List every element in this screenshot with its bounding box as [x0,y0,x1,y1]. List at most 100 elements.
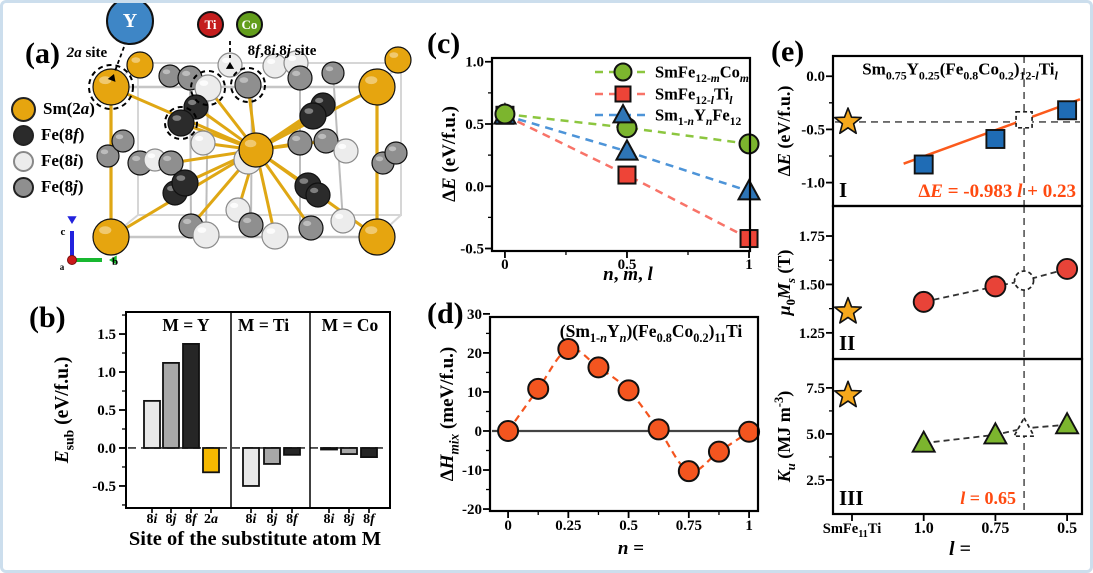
svg-text:ΔE (eV/f.u.): ΔE (eV/f.u.) [439,106,460,202]
svg-text:5.0: 5.0 [806,427,825,443]
svg-text:-0.5: -0.5 [801,122,825,138]
svg-text:1.75: 1.75 [799,229,825,245]
cobalt-balloon: Co [236,11,263,38]
svg-text:8f,8i,8j site: 8f,8i,8j site [248,43,317,59]
svg-text:Sm1-nYnFe12: Sm1-nYnFe12 [655,106,741,129]
legend-row-fe8j: Fe(8j) [11,174,95,200]
svg-text:1.0: 1.0 [465,55,484,71]
svg-text:0: 0 [504,518,512,534]
panel-c-label: (c) [427,27,461,60]
svg-text:0.75: 0.75 [981,520,1009,537]
svg-text:ΔE = -0.983 l + 0.23: ΔE = -0.983 l + 0.23 [918,181,1076,202]
panel-a-label: (a) [25,37,60,70]
svg-text:30: 30 [467,307,482,323]
svg-text:2.5: 2.5 [806,473,825,489]
svg-text:Ku (MJ m-3): Ku (MJ m-3) [772,391,798,484]
fe8f-atom-icon [13,124,34,146]
svg-text:0.25: 0.25 [555,518,581,534]
svg-text:20: 20 [467,346,482,362]
svg-text:ΔHmix (meV/f.u.): ΔHmix (meV/f.u.) [437,347,461,481]
svg-text:-20: -20 [462,502,482,518]
svg-text:8i: 8i [147,512,158,527]
svg-text:l = 0.65: l = 0.65 [960,488,1016,508]
svg-text:II: II [839,331,855,355]
panel-e-chart: 0.0 -0.5 -1.0 I ΔE (eV/f.u.) 1.75 1.50 1.25 II μ0… [772,54,1084,560]
legend-label-fe8j: Fe(8j) [41,177,84,196]
svg-text:c: c [61,226,66,238]
svg-text:8j: 8j [166,512,177,527]
svg-text:M = Ti: M = Ti [238,315,289,335]
svg-text:-0.5: -0.5 [92,479,116,495]
svg-text:ΔE (eV/f.u.): ΔE (eV/f.u.) [774,86,795,177]
svg-text:8f: 8f [286,512,299,527]
svg-text:a: a [60,262,65,272]
svg-text:8j: 8j [344,512,355,527]
panel-d-label: (d) [427,297,464,330]
svg-text:n =: n = [618,538,644,559]
panel-e-label: (e) [771,35,805,68]
panel-d-chart: -20 -10 0 10 20 30 0 0.25 0.5 0.75 1 (Sm1-nYn)(Fe0.… [437,307,761,559]
svg-text:1.0: 1.0 [914,520,934,537]
svg-text:-0.5: -0.5 [460,242,484,258]
svg-text:Site of the substitute atom M: Site of the substitute atom M [129,528,381,550]
svg-text:2a site: 2a site [66,45,108,61]
svg-text:Esub (eV/f.u.): Esub (eV/f.u.) [52,357,77,465]
svg-text:l =: l = [949,538,971,560]
panel-b-label: (b) [29,301,66,334]
svg-text:0.0: 0.0 [806,69,825,85]
svg-text:M = Co: M = Co [322,315,379,335]
svg-text:0: 0 [475,424,483,440]
fe8i-atom-icon [13,150,34,172]
svg-text:0.5: 0.5 [619,518,638,534]
svg-text:b: b [112,256,118,268]
svg-text:1.5: 1.5 [97,327,116,343]
svg-text:-10: -10 [462,463,482,479]
svg-text:0.0: 0.0 [97,441,116,457]
svg-text:0.75: 0.75 [676,518,702,534]
legend-row-fe8i: Fe(8i) [11,148,95,174]
axis-triad: c b a [60,216,118,272]
svg-text:2a: 2a [204,512,218,527]
svg-text:Sm0.75Y0.25(Fe0.8Co0.2)12-lTil: Sm0.75Y0.25(Fe0.8Co0.2)12-lTil [862,60,1058,83]
svg-text:0.5: 0.5 [618,257,637,273]
svg-text:(Sm1-nYn)(Fe0.8Co0.2)11Ti: (Sm1-nYn)(Fe0.8Co0.2)11Ti [560,321,743,345]
legend-label-sm2a: Sm(2a) [43,99,95,118]
svg-text:I: I [839,178,847,202]
svg-text:1: 1 [745,257,753,273]
legend-label-fe8i: Fe(8i) [41,151,84,170]
legend-label-fe8f: Fe(8f) [41,125,85,144]
svg-text:1.0: 1.0 [97,365,116,381]
fe8j-atom-icon [13,176,34,198]
yttrium-balloon-label: Y [122,9,138,32]
svg-text:1.25: 1.25 [799,326,825,342]
svg-text:0.5: 0.5 [1057,520,1077,537]
panel-b-chart: 8i 8j 8f 2a 8i 8j 8f 8i 8j 8f M = Y M = Ti M = Co -0.… [52,311,391,550]
svg-text:10: 10 [467,385,482,401]
svg-text:8i: 8i [246,512,257,527]
structure-legend: Sm(2a) Fe(8f) Fe(8i) Fe(8j) [11,96,95,200]
svg-text:8f: 8f [363,512,376,527]
svg-text:0.0: 0.0 [465,179,484,195]
svg-text:8f: 8f [185,512,198,527]
panel-c-chart: -0.5 0.0 0.5 1.0 0 0.5 1 SmFe12-mComSmFe12-lTil… [439,55,762,285]
svg-text:-1.0: -1.0 [801,176,825,192]
sm-atom-icon [11,96,36,122]
svg-text:7.5: 7.5 [806,381,825,397]
svg-text:8j: 8j [267,512,278,527]
svg-text:0.5: 0.5 [97,403,116,419]
svg-text:SmFe12-lTil: SmFe12-lTil [655,85,733,108]
yttrium-balloon: Y [106,3,154,45]
svg-text:n, m, l: n, m, l [603,264,653,285]
legend-row-sm2a: Sm(2a) [11,96,95,122]
svg-text:SmFe11Ti: SmFe11Ti [823,521,881,540]
panel-a-structure: 2a site 8f,8i,8j site c b a [60,41,412,272]
svg-text:8i: 8i [324,512,335,527]
legend-row-fe8f: Fe(8f) [11,122,95,148]
cobalt-balloon-label: Co [241,16,258,32]
svg-text:M = Y: M = Y [162,315,210,335]
titanium-balloon-label: Ti [204,16,217,32]
titanium-balloon: Ti [197,11,224,38]
